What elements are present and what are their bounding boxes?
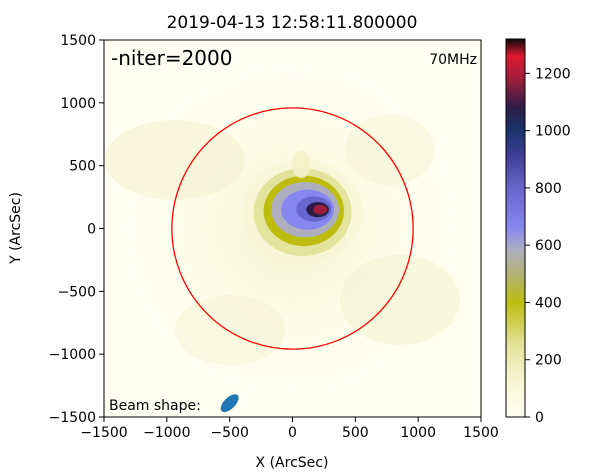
y-axis-label: Y (ArcSec) bbox=[8, 192, 24, 265]
x-axis: −1500 −1000 −500 0 500 1000 1500 bbox=[80, 417, 499, 441]
y-tick-label: 1000 bbox=[60, 96, 96, 112]
colorbar-tick-label: 0 bbox=[535, 410, 544, 426]
x-tick-label: −1500 bbox=[80, 425, 127, 441]
source-contour bbox=[313, 204, 328, 215]
sidelobe-patch bbox=[105, 120, 245, 200]
x-tick-label: −1000 bbox=[143, 425, 190, 441]
x-tick-label: 1000 bbox=[400, 425, 436, 441]
y-tick-label: −1500 bbox=[49, 410, 96, 426]
source-notch bbox=[292, 150, 311, 179]
image-layer bbox=[105, 43, 475, 413]
x-tick-label: 500 bbox=[342, 425, 369, 441]
x-axis-label: X (ArcSec) bbox=[256, 455, 329, 471]
niter-annotation: -niter=2000 bbox=[111, 46, 232, 70]
y-tick-label: 0 bbox=[87, 222, 96, 238]
solar-limb-circle bbox=[171, 107, 414, 350]
y-tick-label: −1000 bbox=[49, 347, 96, 363]
y-tick-label: −500 bbox=[58, 284, 96, 300]
colorbar-axis: 0 200 400 600 800 1000 1200 bbox=[525, 66, 571, 426]
radio-source bbox=[242, 150, 363, 265]
sidelobe-patch bbox=[175, 295, 285, 365]
y-tick-label: 500 bbox=[69, 159, 96, 175]
frequency-annotation: 70MHz bbox=[429, 52, 477, 68]
colorbar-tick-label: 400 bbox=[535, 295, 562, 311]
beam-shape-ellipse bbox=[220, 394, 239, 413]
colorbar-tick-label: 200 bbox=[535, 353, 562, 369]
colorbar-tick-label: 800 bbox=[535, 181, 562, 197]
colorbar-tick-label: 1000 bbox=[535, 124, 571, 140]
x-tick-label: 0 bbox=[288, 425, 297, 441]
colorbar-tick-label: 600 bbox=[535, 238, 562, 254]
x-tick-label: −500 bbox=[210, 425, 248, 441]
y-tick-label: 1500 bbox=[60, 33, 96, 49]
y-axis: −1500 −1000 −500 0 500 1000 1500 bbox=[49, 33, 104, 426]
colorbar-tick-label: 1200 bbox=[535, 66, 571, 82]
x-tick-label: 1500 bbox=[463, 425, 499, 441]
chart-title: 2019-04-13 12:58:11.800000 bbox=[167, 13, 418, 33]
colorbar bbox=[505, 38, 526, 418]
beam-label: Beam shape: bbox=[109, 398, 201, 414]
sidelobe-patch bbox=[345, 115, 435, 185]
sidelobe-patch bbox=[340, 255, 460, 345]
